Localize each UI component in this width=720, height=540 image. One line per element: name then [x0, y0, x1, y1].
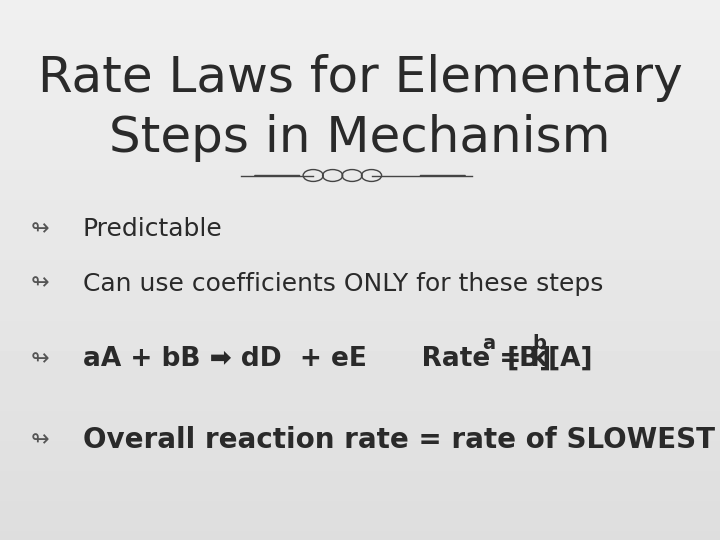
- Text: ↬: ↬: [30, 349, 49, 369]
- Text: Steps in Mechanism: Steps in Mechanism: [109, 114, 611, 161]
- Text: Rate Laws for Elementary: Rate Laws for Elementary: [37, 55, 683, 102]
- Text: Overall reaction rate = rate of SLOWEST step: Overall reaction rate = rate of SLOWEST …: [83, 426, 720, 454]
- Text: aA + bB ➡ dD  + eE      Rate = k[A]: aA + bB ➡ dD + eE Rate = k[A]: [83, 346, 593, 372]
- Text: Can use coefficients ONLY for these steps: Can use coefficients ONLY for these step…: [83, 272, 603, 295]
- Text: ↬: ↬: [30, 273, 49, 294]
- Text: ↬: ↬: [30, 430, 49, 450]
- Text: ↬: ↬: [30, 219, 49, 240]
- Text: [B]: [B]: [498, 346, 552, 372]
- Text: b: b: [533, 334, 546, 354]
- Text: Predictable: Predictable: [83, 218, 222, 241]
- Text: a: a: [482, 334, 495, 354]
